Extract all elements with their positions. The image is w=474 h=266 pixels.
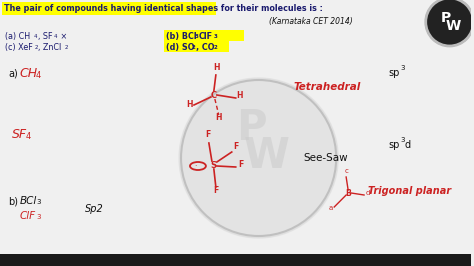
Text: (a) CH: (a) CH	[5, 32, 30, 41]
Text: (d) SO: (d) SO	[166, 43, 195, 52]
Text: C: C	[211, 90, 217, 99]
Text: B: B	[345, 189, 351, 197]
Text: b): b)	[8, 196, 18, 206]
Text: Sp2: Sp2	[84, 204, 103, 214]
Text: H: H	[187, 100, 193, 109]
Text: F: F	[238, 160, 243, 169]
Text: F: F	[205, 130, 210, 139]
Text: 3: 3	[401, 65, 405, 71]
Text: 3: 3	[401, 137, 405, 143]
Text: 3: 3	[195, 34, 199, 39]
Text: CH: CH	[20, 67, 38, 80]
Text: 4: 4	[34, 34, 37, 39]
Text: 3: 3	[37, 199, 41, 205]
Text: (b) BCl: (b) BCl	[166, 32, 197, 41]
Text: c: c	[344, 168, 348, 174]
Text: P: P	[440, 11, 451, 25]
Text: (c) XeF: (c) XeF	[5, 43, 33, 52]
Text: 3: 3	[214, 34, 218, 39]
Text: Trigonal planar: Trigonal planar	[368, 186, 451, 196]
Text: 2: 2	[35, 45, 38, 50]
Circle shape	[179, 78, 338, 238]
Text: d: d	[366, 190, 370, 196]
Text: F: F	[233, 142, 238, 151]
Text: SF: SF	[12, 128, 27, 141]
Text: W: W	[244, 135, 290, 177]
FancyBboxPatch shape	[2, 2, 216, 15]
Text: , CO: , CO	[196, 43, 214, 52]
FancyBboxPatch shape	[0, 254, 472, 266]
Text: ClF: ClF	[199, 32, 213, 41]
Text: 2: 2	[192, 45, 196, 50]
Text: P: P	[237, 107, 267, 149]
Text: sp: sp	[388, 140, 399, 150]
Text: a: a	[329, 205, 333, 211]
Text: The pair of compounds having identical shapes for their molecules is :: The pair of compounds having identical s…	[4, 4, 323, 13]
Text: ClF: ClF	[20, 211, 36, 221]
Text: 2: 2	[214, 45, 218, 50]
Text: F: F	[213, 186, 219, 195]
Text: d: d	[405, 140, 411, 150]
Text: 2: 2	[64, 45, 68, 50]
FancyBboxPatch shape	[164, 30, 244, 41]
Text: 4: 4	[54, 34, 57, 39]
Text: BCl: BCl	[20, 196, 37, 206]
Text: H: H	[214, 63, 220, 72]
Text: 4: 4	[26, 132, 31, 141]
Text: (Karnataka CET 2014): (Karnataka CET 2014)	[269, 17, 352, 26]
Text: 3: 3	[37, 214, 41, 220]
Text: See-Saw: See-Saw	[303, 153, 348, 163]
Text: a): a)	[8, 68, 18, 78]
Text: , SF: , SF	[38, 32, 52, 41]
Text: , ZnCl: , ZnCl	[38, 43, 61, 52]
Text: 4: 4	[36, 71, 41, 80]
Text: H: H	[237, 91, 243, 100]
Text: sp: sp	[388, 68, 399, 78]
Text: S: S	[211, 160, 217, 169]
Text: H: H	[216, 113, 222, 122]
Text: :: :	[194, 161, 196, 167]
Circle shape	[426, 0, 474, 46]
FancyBboxPatch shape	[164, 41, 229, 52]
Text: Tetrahedral: Tetrahedral	[293, 82, 361, 92]
Text: W: W	[446, 19, 461, 33]
Text: ×: ×	[58, 32, 67, 41]
